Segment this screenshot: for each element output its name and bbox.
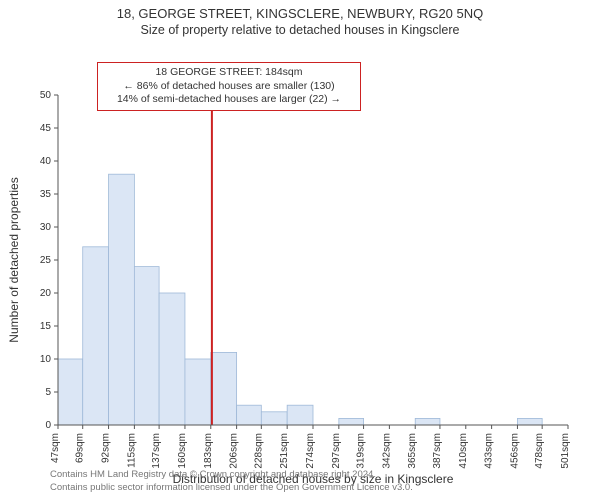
histogram-bar <box>58 359 83 425</box>
x-tick-label: 115sqm <box>126 433 137 468</box>
x-tick-label: 387sqm <box>432 433 443 469</box>
footer-line2: Contains public sector information licen… <box>50 482 413 494</box>
x-tick-label: 206sqm <box>229 433 240 469</box>
y-tick-label: 30 <box>40 222 52 233</box>
x-tick-label: 183sqm <box>203 433 214 469</box>
histogram-bar <box>159 293 185 425</box>
page-title-line1: 18, GEORGE STREET, KINGSCLERE, NEWBURY, … <box>0 0 600 21</box>
histogram-bar <box>415 418 440 425</box>
x-tick-label: 47sqm <box>50 433 61 463</box>
x-tick-label: 410sqm <box>458 433 469 469</box>
x-tick-label: 69sqm <box>75 433 86 463</box>
histogram-bar <box>287 405 313 425</box>
histogram-bar <box>517 418 542 425</box>
y-tick-label: 10 <box>40 354 52 365</box>
x-tick-label: 92sqm <box>101 433 112 463</box>
x-tick-label: 251sqm <box>279 433 290 469</box>
histogram-bar <box>261 412 287 425</box>
y-tick-label: 50 <box>40 90 52 101</box>
y-tick-label: 15 <box>40 321 52 332</box>
y-tick-label: 45 <box>40 123 52 134</box>
annotation-line1: 18 GEORGE STREET: 184sqm <box>104 66 354 80</box>
x-tick-label: 137sqm <box>151 433 162 469</box>
histogram-bar <box>339 418 364 425</box>
x-tick-label: 478sqm <box>534 433 545 469</box>
x-tick-label: 501sqm <box>560 433 571 469</box>
histogram-bar <box>83 247 109 425</box>
y-tick-label: 20 <box>40 288 52 299</box>
annotation-box: 18 GEORGE STREET: 184sqm ← 86% of detach… <box>97 62 361 111</box>
histogram-bar <box>134 267 159 425</box>
y-axis-label: Number of detached properties <box>7 177 21 342</box>
footer: Contains HM Land Registry data © Crown c… <box>50 469 413 494</box>
x-tick-label: 228sqm <box>253 433 264 469</box>
y-tick-label: 0 <box>45 420 51 431</box>
annotation-line2: ← 86% of detached houses are smaller (13… <box>104 80 354 94</box>
histogram-bar <box>237 405 262 425</box>
x-tick-label: 160sqm <box>177 433 188 469</box>
histogram-bar <box>109 174 135 425</box>
footer-line1: Contains HM Land Registry data © Crown c… <box>50 469 413 481</box>
y-tick-label: 35 <box>40 189 52 200</box>
x-tick-label: 274sqm <box>305 433 316 469</box>
page-title-line2: Size of property relative to detached ho… <box>0 21 600 37</box>
x-tick-label: 456sqm <box>509 433 520 469</box>
y-tick-label: 40 <box>40 156 52 167</box>
histogram-bar <box>211 352 237 425</box>
annotation-line3: 14% of semi-detached houses are larger (… <box>104 93 354 107</box>
x-tick-label: 342sqm <box>381 433 392 469</box>
y-tick-label: 25 <box>40 255 52 266</box>
y-tick-label: 5 <box>45 387 51 398</box>
histogram-bar <box>185 359 211 425</box>
x-tick-label: 365sqm <box>407 433 418 469</box>
x-tick-label: 433sqm <box>484 433 495 469</box>
x-tick-label: 319sqm <box>356 433 367 469</box>
x-tick-label: 297sqm <box>331 433 342 469</box>
